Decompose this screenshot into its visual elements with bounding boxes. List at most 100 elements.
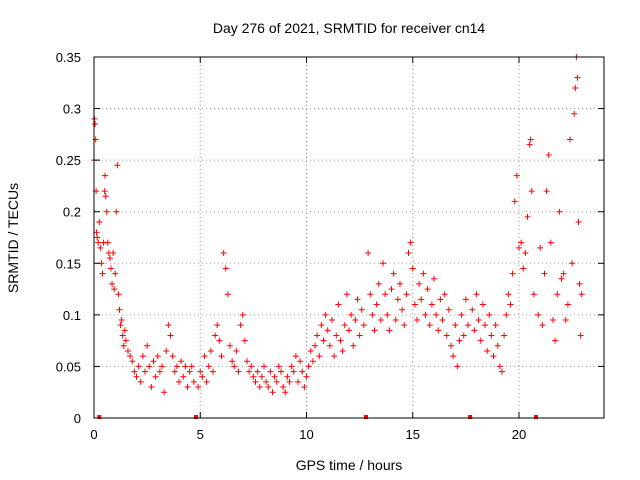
data-point xyxy=(337,337,344,344)
data-point xyxy=(94,234,101,241)
data-point xyxy=(152,373,159,380)
data-point xyxy=(562,317,569,324)
data-point xyxy=(356,332,363,339)
data-point xyxy=(456,337,463,344)
data-point xyxy=(115,291,122,298)
data-point xyxy=(96,219,103,226)
data-point xyxy=(499,368,505,375)
data-point xyxy=(127,353,134,360)
data-point xyxy=(333,332,340,339)
data-point xyxy=(201,353,208,360)
x-axis-label: GPS time / hours xyxy=(296,457,403,473)
data-point xyxy=(178,358,185,365)
data-points xyxy=(91,54,585,396)
data-point xyxy=(526,141,533,148)
data-point xyxy=(288,363,295,370)
data-point xyxy=(443,332,450,339)
data-point xyxy=(405,249,412,256)
data-point xyxy=(554,291,561,298)
data-point xyxy=(520,265,527,272)
x-tick-label: 20 xyxy=(512,427,526,442)
data-point xyxy=(176,378,182,385)
data-point xyxy=(241,337,248,344)
data-point xyxy=(558,275,565,282)
data-point xyxy=(475,317,482,324)
data-point xyxy=(280,384,287,391)
data-point xyxy=(182,363,189,370)
data-point xyxy=(407,239,414,246)
data-gap-markers xyxy=(97,415,538,419)
data-point xyxy=(284,373,291,380)
data-point xyxy=(93,229,100,236)
data-point xyxy=(441,291,448,298)
data-point xyxy=(350,342,357,349)
data-point xyxy=(102,193,109,200)
x-tick-label: 10 xyxy=(299,427,313,442)
data-point xyxy=(188,363,195,370)
data-point xyxy=(567,136,573,143)
data-point xyxy=(524,213,531,220)
data-point xyxy=(437,296,444,303)
x-tick-label: 0 xyxy=(90,427,97,442)
data-point xyxy=(307,347,314,354)
data-point xyxy=(195,384,202,391)
y-tick-label: 0.2 xyxy=(63,205,81,220)
data-point xyxy=(116,306,123,313)
data-point xyxy=(399,306,406,313)
data-point xyxy=(263,378,270,385)
data-point xyxy=(163,347,170,354)
data-point xyxy=(137,378,144,385)
data-point xyxy=(518,239,525,246)
data-point xyxy=(354,296,361,303)
data-point xyxy=(490,353,497,360)
data-point xyxy=(331,353,338,360)
y-tick-label: 0.15 xyxy=(56,256,81,271)
data-point xyxy=(269,389,276,396)
data-point xyxy=(433,311,440,318)
data-point xyxy=(108,265,114,272)
data-point xyxy=(352,317,359,324)
data-point xyxy=(375,280,382,287)
data-point xyxy=(494,342,501,349)
data-point xyxy=(110,249,117,256)
data-point xyxy=(133,373,140,380)
data-point xyxy=(341,322,348,329)
data-point xyxy=(527,136,534,143)
data-point xyxy=(120,342,127,349)
data-point xyxy=(409,265,416,272)
data-point xyxy=(575,219,582,226)
data-point xyxy=(503,311,510,318)
data-point xyxy=(99,270,106,277)
data-point xyxy=(246,368,253,375)
data-point xyxy=(244,358,250,365)
data-point xyxy=(218,353,225,360)
data-point xyxy=(320,337,327,344)
data-point xyxy=(537,244,544,251)
x-axis-ticks: 0 5 10 15 20 xyxy=(90,57,526,442)
data-point xyxy=(484,347,491,354)
data-point xyxy=(265,384,272,391)
data-point xyxy=(286,378,293,385)
data-point xyxy=(173,363,180,370)
gap-marker xyxy=(194,415,198,419)
data-point xyxy=(205,363,212,370)
data-point xyxy=(131,368,138,375)
data-point xyxy=(148,384,155,391)
data-point xyxy=(250,373,257,380)
data-point xyxy=(460,332,467,339)
data-point xyxy=(165,322,172,329)
data-point xyxy=(450,353,457,360)
grid-lines xyxy=(94,57,604,418)
data-point xyxy=(216,337,223,344)
data-point xyxy=(358,306,365,313)
data-point xyxy=(560,270,567,277)
data-point xyxy=(299,368,306,375)
data-point xyxy=(496,363,503,370)
data-point xyxy=(545,151,552,158)
data-point xyxy=(111,286,118,293)
gap-marker xyxy=(364,415,368,419)
data-point xyxy=(214,322,221,329)
data-point xyxy=(119,332,126,339)
data-point xyxy=(256,384,263,391)
data-point xyxy=(237,322,244,329)
